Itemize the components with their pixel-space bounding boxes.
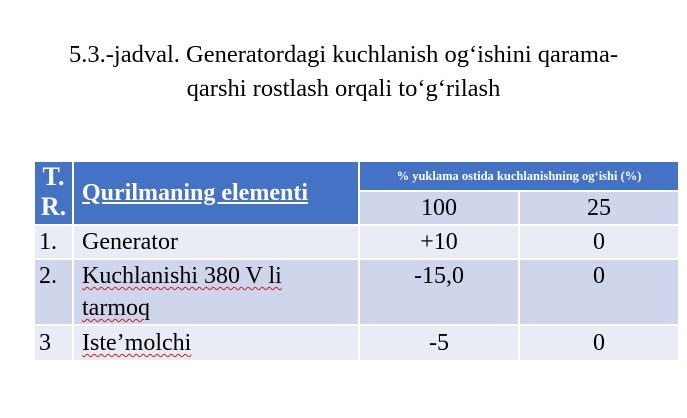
header-deviation: % yuklama ostida kuchlanishning og‘ishi …: [358, 160, 680, 192]
row-number: 3: [33, 324, 74, 362]
caption-line-1: 5.3.-jadval. Generatordagi kuchlanish og…: [68, 41, 619, 68]
caption-line-2: qarshi rostlash orqali to‘g‘rilash: [186, 75, 501, 102]
row-value-25: 0: [518, 224, 680, 260]
row-value-25: 0: [518, 324, 680, 362]
row-element-name: Iste’molchi: [72, 324, 360, 362]
row-element-name: Generator: [72, 224, 360, 260]
row-value-25: 0: [518, 258, 680, 326]
row-value-100: -5: [358, 324, 520, 362]
row-value-100: -15,0: [358, 258, 520, 326]
row-number: 2.: [33, 258, 74, 326]
row-value-100: +10: [358, 224, 520, 260]
table-caption: 5.3.-jadval. Generatordagi kuchlanish og…: [0, 38, 687, 106]
header-load-100: 100: [358, 190, 520, 226]
table-row: 1. Generator +10 0: [33, 224, 680, 260]
row-element-name: Kuchlanishi 380 V li tarmoq: [72, 258, 360, 326]
table-row: 3 Iste’molchi -5 0: [33, 324, 680, 362]
row-number: 1.: [33, 224, 74, 260]
data-table: T. R. Qurilmaning elementi % yuklama ost…: [33, 160, 680, 362]
header-tr: T. R.: [33, 160, 74, 226]
header-load-25: 25: [518, 190, 680, 226]
table-row: 2. Kuchlanishi 380 V li tarmoq -15,0 0: [33, 258, 680, 326]
header-element: Qurilmaning elementi: [72, 160, 360, 226]
